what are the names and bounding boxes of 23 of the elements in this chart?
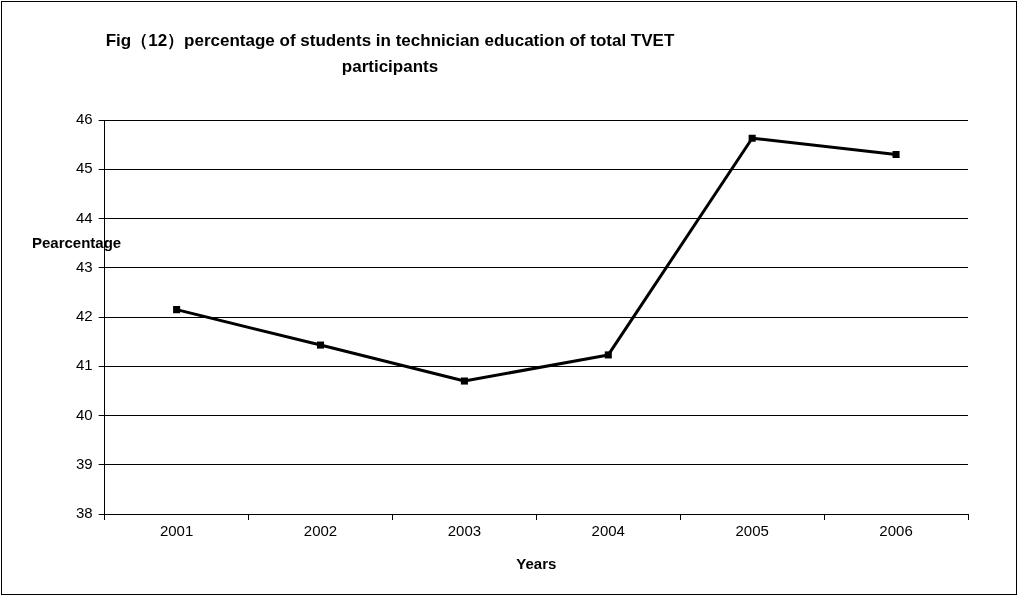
- x-tick-label: 2003: [447, 522, 482, 540]
- x-tick-label: 2002: [303, 522, 338, 540]
- x-tick-label: 2006: [879, 522, 913, 540]
- point: [892, 150, 900, 159]
- x-tick-label: 2001: [159, 522, 194, 540]
- point: [748, 134, 756, 142]
- point: [604, 351, 612, 359]
- point: [460, 377, 468, 385]
- point: [173, 306, 181, 314]
- chart-title: Fig（12）percentage of students in technician education of total TVET participants: [104, 30, 676, 78]
- y-tick-label: 42: [76, 307, 93, 325]
- y-tick-label: 41: [76, 356, 93, 374]
- point: [316, 341, 325, 349]
- y-tick-label: 46: [76, 110, 93, 128]
- y-tick-label: 40: [76, 405, 93, 423]
- y-tick-label: 39: [76, 454, 93, 472]
- y-tick-label: 44: [76, 208, 93, 226]
- x-axis-title: Years: [516, 555, 557, 573]
- y-tick-label: 43: [76, 257, 93, 275]
- x-tick-label: 2004: [591, 522, 625, 540]
- y-tick-label: 38: [76, 504, 93, 522]
- x-tick-label: 2005: [735, 522, 769, 540]
- y-tick-label: 45: [76, 159, 93, 177]
